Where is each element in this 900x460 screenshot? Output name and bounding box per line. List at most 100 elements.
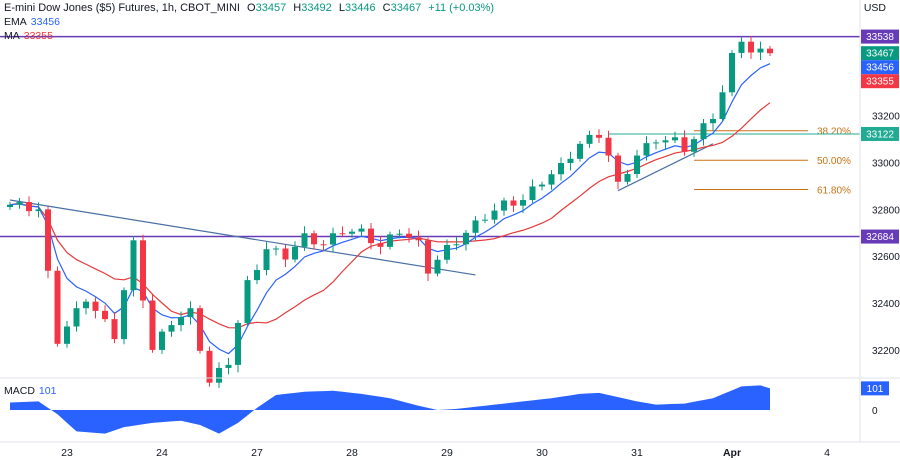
candle-body: [643, 143, 650, 156]
candle-body: [482, 219, 488, 221]
candle-body: [577, 143, 583, 159]
high-value: 33492: [301, 2, 332, 14]
candle-body: [235, 322, 241, 365]
candle-body: [672, 137, 678, 141]
candle-body: [83, 301, 89, 309]
candle-body: [510, 200, 517, 206]
candle-body: [73, 308, 80, 327]
open-label: O: [247, 2, 256, 14]
candle-body: [406, 233, 412, 238]
date-tick-label: 28: [346, 447, 358, 459]
candle-body: [16, 202, 23, 205]
candle-body: [140, 240, 146, 301]
candle-body: [415, 237, 422, 241]
date-tick-label: 24: [156, 447, 168, 459]
candle-body: [662, 140, 669, 143]
candle-body: [567, 158, 574, 164]
candle-body: [377, 243, 384, 247]
price-badge-label: 33538: [866, 32, 894, 43]
candle-body: [396, 233, 403, 235]
ema-label: EMA: [4, 16, 27, 28]
macd-badge: [861, 381, 889, 396]
candle-body: [501, 200, 507, 211]
trendline: [9, 199, 476, 276]
candle-body: [529, 186, 536, 201]
candle-body: [767, 48, 773, 54]
candle-body: [444, 244, 450, 260]
candle-body: [187, 308, 194, 318]
candle-body: [159, 331, 165, 350]
candle-body: [719, 92, 726, 119]
price-badge-label: 33122: [866, 129, 894, 140]
fib-level-label: 61.80%: [817, 185, 851, 196]
candle-body: [301, 233, 308, 247]
price-badge: [861, 60, 899, 75]
candle-body: [178, 317, 184, 326]
candle-body: [320, 244, 327, 246]
date-tick-label: 27: [251, 447, 263, 459]
candle-body: [472, 220, 479, 233]
date-tick-label: 31: [631, 447, 643, 459]
candle-body: [263, 249, 270, 271]
date-tick-label: 29: [441, 447, 453, 459]
price-badge: [861, 126, 899, 141]
candle-body: [92, 301, 99, 311]
candle-body: [225, 364, 232, 368]
close-label: C: [382, 2, 391, 14]
candle-body: [339, 233, 346, 235]
candle-body: [681, 137, 688, 152]
trendlines-layer: [9, 143, 714, 276]
price-badge-label: 32684: [866, 232, 894, 243]
candle-body: [26, 202, 32, 212]
candle-body: [539, 184, 545, 187]
open-value: 33457: [255, 2, 287, 14]
candle-body: [520, 200, 526, 206]
macd-layer: [10, 385, 770, 434]
candle-body: [434, 259, 441, 274]
candle-body: [615, 155, 621, 182]
candle-body: [738, 41, 745, 53]
macd-area: [10, 385, 770, 434]
date-tick-label: Apr: [723, 447, 741, 459]
candle-body: [216, 367, 222, 383]
price-tick-label: 33200: [872, 112, 900, 123]
macd-zero-label: 0: [872, 406, 878, 417]
candle-body: [254, 270, 260, 281]
candle-body: [634, 155, 640, 175]
ema-legend[interactable]: EMA 33456: [4, 16, 60, 28]
chart-header: E-mini Dow Jones ($5) Futures, 1h, CBOT_…: [4, 2, 494, 14]
candle-body: [748, 41, 754, 53]
trendline: [617, 143, 714, 192]
macd-legend[interactable]: MACD 101: [4, 385, 56, 397]
symbol-title: E-mini Dow Jones ($5) Futures, 1h, CBOT_…: [4, 2, 240, 14]
price-badge: [861, 46, 899, 61]
candle-body: [463, 232, 469, 245]
candle-body: [292, 246, 298, 260]
ema-value: 33456: [30, 16, 60, 28]
ma-legend[interactable]: MA 33355: [4, 30, 53, 42]
candle-body: [729, 52, 735, 93]
price-badge: [861, 74, 899, 89]
date-tick-label: 30: [536, 447, 548, 459]
candle-body: [330, 233, 336, 245]
price-badge: [861, 229, 899, 244]
candle-body: [491, 210, 498, 220]
low-label: L: [338, 2, 345, 14]
candle-body: [168, 325, 175, 332]
candle-body: [605, 137, 612, 156]
date-tick-label: 4: [824, 447, 830, 459]
candle-body: [54, 270, 61, 344]
candle-body: [121, 290, 127, 340]
candle-body: [149, 300, 156, 350]
price-tick-label: 32200: [872, 346, 900, 357]
candle-body: [691, 139, 697, 152]
candle-body: [596, 134, 602, 138]
candle-body: [653, 142, 659, 144]
close-value: 33467: [390, 2, 422, 14]
price-tick-label: 32600: [872, 252, 900, 263]
candle-body: [282, 248, 289, 260]
candle-body: [349, 231, 355, 234]
candle-body: [311, 233, 317, 245]
